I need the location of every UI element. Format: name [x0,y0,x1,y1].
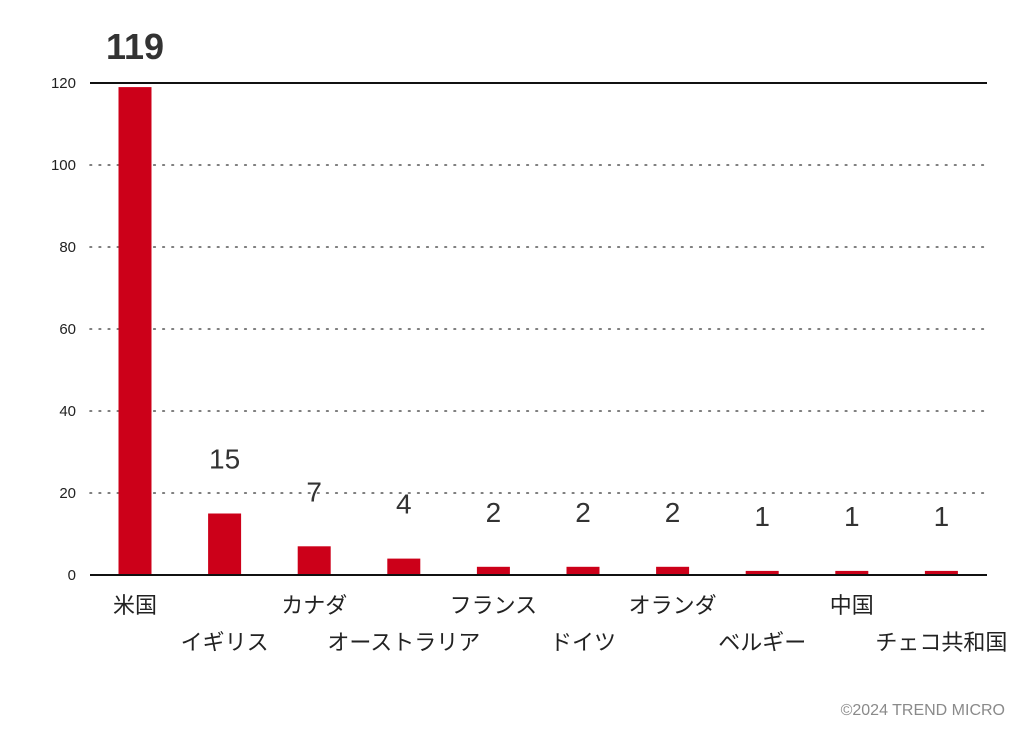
y-tick-label: 0 [68,567,76,584]
category-label: ドイツ [550,631,616,656]
copyright-footer: ©2024 TREND MICRO [840,702,1005,719]
data-label: 2 [486,497,502,528]
bars [118,87,958,575]
data-label: 7 [306,476,322,507]
data-label: 2 [665,497,681,528]
category-label: イギリス [181,631,269,656]
bar [656,566,690,575]
data-label: 1 [754,501,770,532]
data-label: 119 [106,26,164,67]
category-label: チェコ共和国 [875,631,1007,656]
data-label: 2 [575,497,591,528]
category-label: オランダ [629,594,717,619]
category-label: ベルギー [718,631,806,656]
bar [387,558,421,575]
y-axis-ticks: 0 20 40 60 80 100 120 [51,75,76,584]
bar [208,513,242,575]
data-label: 1 [934,501,950,532]
data-label: 4 [396,489,412,520]
data-label: 1 [844,501,860,532]
bar [476,566,510,575]
bar [297,546,331,575]
category-label: フランス [450,594,538,619]
bar [118,87,152,575]
y-tick-label: 20 [59,485,76,502]
data-labels: 119 15 7 4 2 2 2 1 1 1 [106,26,949,532]
category-label: 中国 [830,594,874,619]
bar [566,566,600,575]
data-label: 15 [209,444,240,475]
y-tick-label: 40 [59,403,76,420]
y-tick-label: 60 [59,321,76,338]
category-label: カナダ [281,594,347,619]
bar [835,570,869,575]
category-label: オーストラリア [327,631,480,656]
category-label: 米国 [113,594,157,619]
gridlines [89,164,988,494]
bar [745,570,779,575]
bar [924,570,958,575]
y-tick-label: 80 [59,239,76,256]
y-tick-label: 100 [51,157,76,174]
y-tick-label: 120 [51,75,76,92]
